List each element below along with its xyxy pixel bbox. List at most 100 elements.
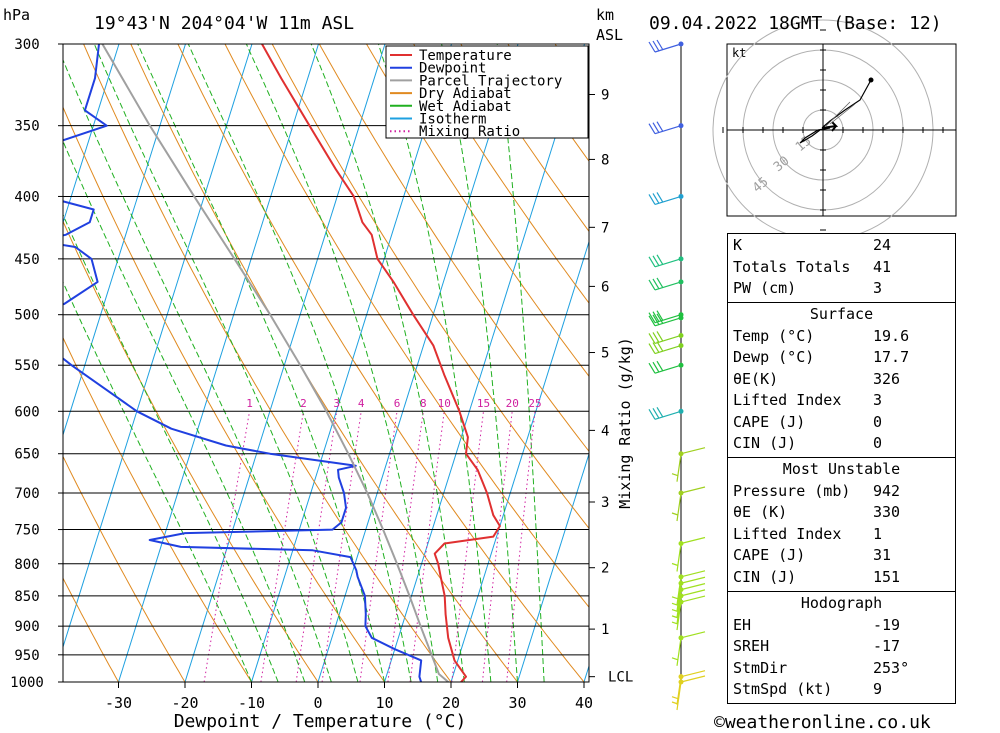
wind-barb-shape	[671, 595, 706, 631]
surface-row: Dewp (°C) 17.7	[728, 346, 955, 367]
surface-row-value: 3	[873, 391, 883, 409]
index-row-value: 3	[873, 279, 883, 297]
hodograph-param-row: StmDir 253°	[728, 657, 955, 678]
km-tick-label: 6	[601, 279, 609, 295]
pressure-tick-label: 950	[14, 648, 39, 664]
pressure-tick-label: 900	[14, 619, 39, 635]
surface-row-label: Temp (°C)	[733, 326, 815, 345]
wind-barb	[671, 675, 706, 711]
wind-barb	[648, 331, 684, 345]
wind-barb-shape	[648, 39, 682, 53]
index-row-label: PW (cm)	[733, 279, 797, 297]
surface-title-text: Surface	[809, 305, 874, 323]
most-unstable-row-label: Lifted Index	[733, 524, 842, 543]
wet-adiabat-line	[93, 44, 359, 682]
dry-adiabat-line	[413, 44, 589, 304]
temperature-tick-label: -20	[171, 694, 198, 712]
pressure-tick-label: 350	[14, 119, 39, 135]
km-tick-label: 9	[601, 88, 609, 104]
most-unstable-row-value: 1	[873, 524, 883, 543]
wind-barb-shape	[671, 675, 706, 711]
stability-indices-panel: K 24 Totals Totals 41 PW (cm) 3	[727, 233, 956, 303]
index-row-label: Totals Totals	[733, 257, 851, 276]
mixing-ratio-label: 8	[420, 397, 427, 410]
pressure-tick-label: 700	[14, 486, 39, 502]
most-unstable-panel: Most Unstable Pressure (mb) 942 θE (K) 330 Li…	[727, 457, 956, 592]
wind-barb	[671, 670, 706, 705]
most-unstable-row: Lifted Index 1	[728, 523, 955, 544]
hodograph-param-title: Hodograph	[728, 592, 955, 613]
copyright: ©weatheronline.co.uk	[714, 712, 931, 733]
wind-barb	[648, 39, 684, 53]
km-tick-label: 4	[601, 423, 609, 439]
isotherm-line	[251, 44, 452, 682]
isotherm-line	[63, 44, 253, 649]
hodograph-param-row-value: 253°	[873, 658, 910, 677]
wind-barb-shape	[648, 254, 682, 268]
hodograph-param-row-label: SREH	[733, 637, 770, 655]
wind-barb-shape	[671, 589, 706, 624]
wind-barb	[648, 406, 684, 420]
legend-entry: Mixing Ratio	[419, 124, 520, 140]
temperature-tick-label: 30	[508, 694, 526, 712]
isotherm-line	[450, 240, 589, 682]
wind-barb-shape	[648, 277, 682, 291]
wind-barb	[671, 631, 706, 666]
wind-barb	[648, 121, 684, 135]
surface-row-label: Dewp (°C)	[733, 348, 815, 366]
wind-barb	[671, 589, 706, 624]
wind-barb-shape	[671, 536, 706, 572]
surface-row-value: 17.7	[873, 348, 910, 366]
dewpoint-profile	[63, 44, 423, 682]
hodograph-params-panel: Hodograph EH -19 SREH -17 StmDir 253° StmSpd (k…	[727, 591, 956, 704]
surface-row-label: CIN (J)	[733, 434, 797, 452]
mixing-ratio-label: 3	[333, 397, 340, 410]
hodograph-param-title-text: Hodograph	[800, 594, 883, 612]
temperature-tick-label: -10	[238, 694, 265, 712]
wind-barb	[648, 313, 684, 327]
pressure-tick-label: 850	[14, 589, 39, 605]
diagram-axes: 3003504004505005506006507007508008509009…	[10, 37, 633, 712]
legend-entry: Dewpoint	[419, 61, 486, 77]
mixing-ratio-label: 25	[528, 397, 541, 410]
legend-entry: Wet Adiabat	[419, 99, 512, 115]
surface-row: Temp (°C) 19.6	[728, 325, 955, 346]
dry-adiabat-line	[83, 44, 452, 682]
hodograph-param-row-value: -19	[873, 615, 901, 634]
wind-barb-shape	[648, 406, 682, 420]
index-row: Totals Totals 41	[728, 256, 955, 277]
wind-barb	[648, 254, 684, 268]
surface-panel: Surface Temp (°C) 19.6 Dewp (°C) 17.7 θE(K) 32…	[727, 302, 956, 458]
pressure-tick-label: 500	[14, 308, 39, 324]
isotherm-line	[63, 44, 186, 437]
surface-row: Lifted Index 3	[728, 389, 955, 410]
surface-row: CIN (J) 0	[728, 432, 955, 453]
lcl-label: LCL	[608, 670, 633, 686]
legend-entry: Isotherm	[419, 112, 486, 128]
km-unit: km	[596, 6, 614, 24]
most-unstable-row-label: CAPE (J)	[733, 546, 806, 564]
hodograph-param-row-label: StmDir	[733, 658, 788, 677]
wind-barb	[671, 486, 706, 522]
wind-barb	[671, 595, 706, 631]
most-unstable-row: Pressure (mb) 942	[728, 480, 955, 501]
pressure-tick-label: 750	[14, 523, 39, 539]
hodograph-trace	[799, 79, 872, 144]
index-row-value: 41	[873, 257, 892, 276]
mixing-ratio-line	[295, 411, 338, 682]
plot-frame	[62, 43, 590, 683]
most-unstable-title-text: Most Unstable	[782, 460, 901, 478]
mixing-ratio-line	[481, 411, 513, 682]
km-asl: ASL	[596, 26, 623, 44]
most-unstable-row: CIN (J) 151	[728, 566, 955, 587]
mixing-ratio-line	[409, 411, 445, 682]
hodograph-param-row: EH -19	[728, 614, 955, 635]
dry-adiabat-line	[318, 44, 589, 453]
temperature-tick-label: 20	[442, 694, 460, 712]
most-unstable-row-value: 942	[873, 481, 901, 500]
most-unstable-row: CAPE (J) 31	[728, 544, 955, 565]
hodograph-param-row: SREH -17	[728, 635, 955, 656]
dry-adiabat-line	[63, 577, 119, 682]
surface-row-label: Lifted Index	[733, 391, 842, 409]
